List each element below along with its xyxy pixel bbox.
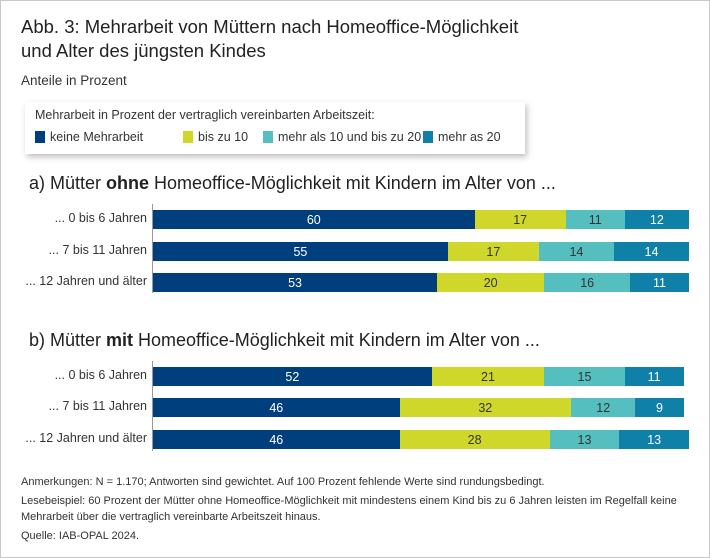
data-label: 11: [647, 369, 661, 384]
bar-segment: 13: [549, 430, 620, 449]
bar-segment: 17: [474, 210, 566, 229]
data-label: 46: [269, 400, 284, 415]
bar-segment: 12: [571, 398, 636, 417]
title-line-1: Abb. 3: Mehrarbeit von Müttern nach Home…: [21, 16, 519, 37]
section-b-title: b) Mütter mit Homeoffice-Möglichkeit mit…: [29, 330, 540, 351]
bar-segment: 28: [399, 430, 550, 449]
data-label: 12: [596, 400, 611, 415]
bar-segment: 11: [624, 367, 684, 386]
data-label: 15: [577, 369, 592, 384]
title-part: Homeoffice-Möglichkeit mit Kindern im Al…: [133, 330, 540, 350]
data-label: 17: [513, 212, 528, 227]
legend-label: mehr als 10 und bis zu 20: [278, 130, 422, 144]
bar-segment: 20: [437, 273, 545, 292]
legend-item: bis zu 10: [183, 130, 248, 144]
category-label: ... 7 bis 11 Jahren: [48, 399, 147, 413]
data-label: 21: [481, 369, 495, 384]
legend-label: bis zu 10: [198, 130, 249, 144]
bar-segment: 14: [538, 242, 614, 261]
bar-segment: 32: [399, 398, 572, 417]
data-label: 60: [306, 212, 321, 227]
legend-label: keine Mehrarbeit: [50, 130, 144, 144]
data-label: 55: [293, 244, 308, 259]
legend-title: Mehrarbeit in Prozent der vertraglich ve…: [35, 108, 375, 122]
section-a-title: a) Mütter ohne Homeoffice-Möglichkeit mi…: [29, 173, 556, 194]
data-label: 14: [644, 244, 659, 259]
y-axis-line: [152, 361, 153, 451]
bar-segment: 46: [153, 398, 400, 417]
data-label: 13: [577, 432, 592, 447]
data-label: 11: [588, 212, 602, 227]
bar-segment: 11: [630, 273, 689, 292]
data-label: 16: [580, 275, 595, 290]
legend-label: mehr as 20: [438, 130, 501, 144]
legend-swatch: [263, 131, 273, 143]
data-label: 17: [486, 244, 501, 259]
bar-segment: 9: [635, 398, 684, 417]
title-emphasis: ohne: [106, 173, 150, 193]
chart-subtitle: Anteile in Prozent: [21, 73, 127, 88]
bar-segment: 53: [153, 273, 438, 292]
legend-swatch: [423, 131, 433, 143]
bar-segment: 17: [447, 242, 539, 261]
bar-segment: 21: [431, 367, 545, 386]
data-label: 52: [285, 369, 300, 384]
title-part: b) Mütter: [29, 330, 107, 350]
bar-segment: 13: [619, 430, 689, 449]
data-label: 20: [483, 275, 498, 290]
legend-item: keine Mehrarbeit: [35, 130, 143, 144]
bar-segment: 11: [565, 210, 625, 229]
bar-segment: 15: [544, 367, 625, 386]
legend-swatch: [183, 131, 193, 143]
category-label: ... 12 Jahren und älter: [25, 431, 147, 445]
note-quelle: Quelle: IAB-OPAL 2024.: [21, 530, 140, 542]
data-label: 46: [269, 432, 284, 447]
title-emphasis: mit: [106, 330, 134, 350]
bar-segment: 16: [544, 273, 631, 292]
category-label: ... 0 bis 6 Jahren: [54, 368, 147, 382]
title-part: Homeoffice-Möglichkeit mit Kindern im Al…: [149, 173, 556, 193]
category-label: ... 7 bis 11 Jahren: [48, 243, 147, 257]
data-label: 32: [478, 400, 493, 415]
data-label: 28: [467, 432, 482, 447]
category-label: ... 12 Jahren und älter: [25, 274, 147, 288]
bar-segment: 55: [153, 242, 448, 261]
bar-segment: 46: [153, 430, 400, 449]
legend-item: mehr as 20: [423, 130, 501, 144]
legend-item: mehr als 10 und bis zu 20: [263, 130, 421, 144]
bar-segment: 60: [153, 210, 475, 229]
y-axis-line: [152, 204, 153, 293]
chart-title: Abb. 3: Mehrarbeit von Müttern nach Home…: [21, 15, 621, 63]
data-label: 9: [656, 400, 663, 415]
legend-swatch: [35, 131, 45, 143]
category-label: ... 0 bis 6 Jahren: [54, 211, 147, 225]
title-line-2: und Alter des jüngsten Kindes: [21, 40, 266, 61]
legend: Mehrarbeit in Prozent der vertraglich ve…: [25, 102, 525, 154]
title-part: a) Mütter: [29, 173, 107, 193]
note-lesebeispiel: Lesebeispiel: 60 Prozent der Mütter ohne…: [21, 495, 677, 523]
data-label: 11: [653, 275, 666, 290]
data-label: 12: [649, 212, 664, 227]
data-label: 53: [288, 275, 302, 290]
data-label: 14: [569, 244, 584, 259]
notes: Anmerkungen: N = 1.170; Antworten sind g…: [21, 474, 691, 544]
bar-segment: 52: [153, 367, 432, 386]
note-anmerkungen: Anmerkungen: N = 1.170; Antworten sind g…: [21, 476, 545, 488]
bar-segment: 14: [613, 242, 689, 261]
data-label: 13: [647, 432, 662, 447]
bar-segment: 12: [624, 210, 689, 229]
